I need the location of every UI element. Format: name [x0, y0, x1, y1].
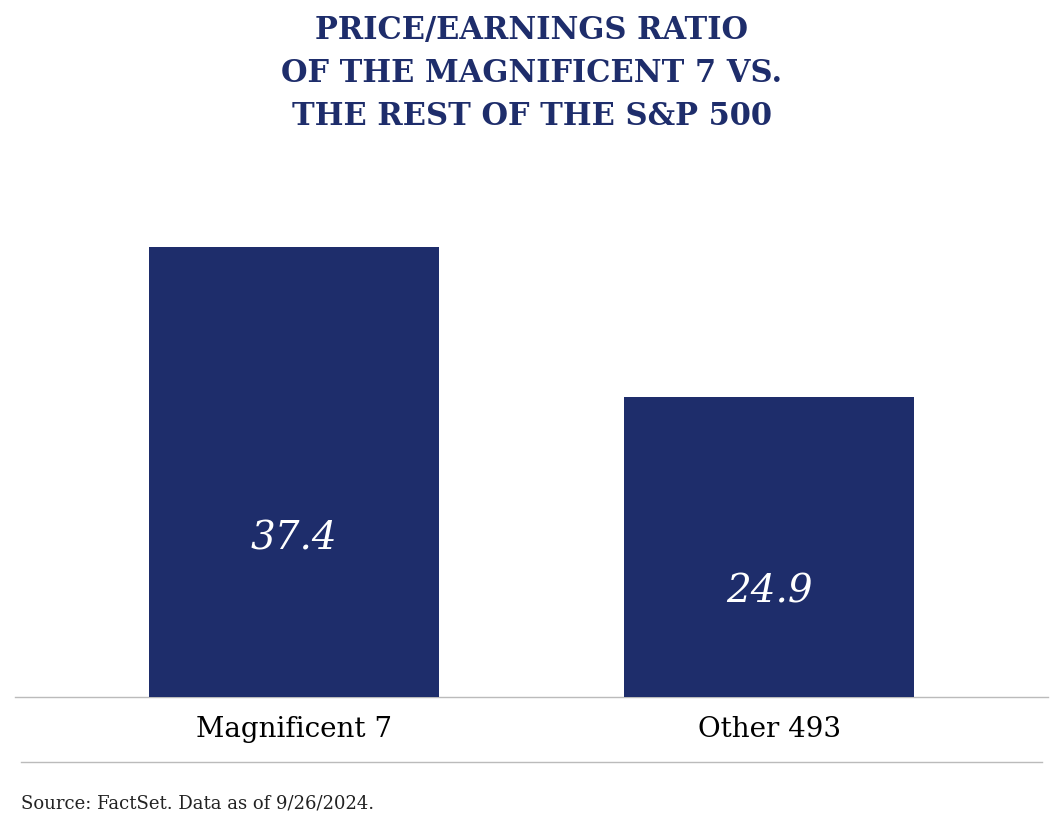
Bar: [624, 397, 914, 696]
Text: 37.4: 37.4: [251, 521, 337, 558]
Title: PRICE/EARNINGS RATIO
OF THE MAGNIFICENT 7 VS.
THE REST OF THE S&P 500: PRICE/EARNINGS RATIO OF THE MAGNIFICENT …: [281, 15, 782, 132]
Text: Source: FactSet. Data as of 9/26/2024.: Source: FactSet. Data as of 9/26/2024.: [21, 794, 374, 812]
Bar: [149, 247, 439, 696]
Text: 24.9: 24.9: [726, 573, 812, 611]
